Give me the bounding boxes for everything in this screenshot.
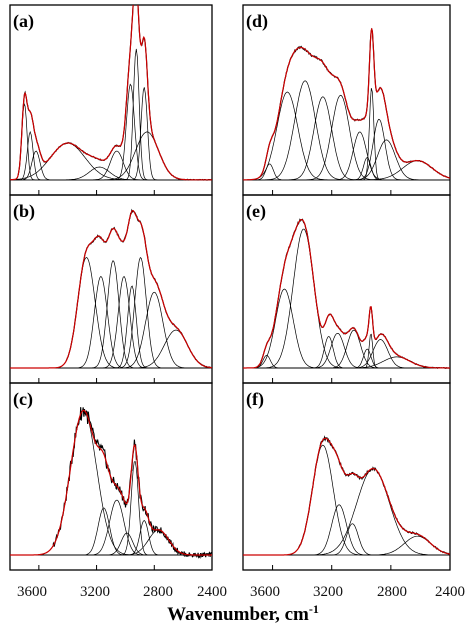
component-5 xyxy=(243,332,450,369)
panel-label: (a) xyxy=(13,11,34,32)
component-6 xyxy=(10,520,212,556)
x-axis-left: 3600 3200 2800 2400 xyxy=(17,584,227,600)
plot-area xyxy=(10,208,212,369)
component-9 xyxy=(243,118,450,181)
tick-label-right-2400: 2400 xyxy=(435,584,465,600)
x-axis-title-text: Wavenumber, cm xyxy=(167,604,309,625)
fit-envelope xyxy=(10,5,212,181)
tick-label-left-3200: 3200 xyxy=(80,584,110,600)
component-5 xyxy=(10,285,212,369)
tick-label-right-2800: 2800 xyxy=(377,584,407,600)
component-5 xyxy=(243,94,450,181)
fit-envelope xyxy=(10,409,212,556)
experimental-spectrum xyxy=(298,435,450,556)
component-4 xyxy=(243,468,450,556)
component-1 xyxy=(243,354,450,369)
component-6 xyxy=(10,150,212,181)
plot-area xyxy=(243,218,450,369)
component-6 xyxy=(243,329,450,369)
component-11 xyxy=(243,160,450,181)
component-2 xyxy=(10,275,212,369)
panel-frame xyxy=(9,382,213,571)
component-6 xyxy=(10,257,212,369)
component-3 xyxy=(10,150,212,181)
component-2 xyxy=(243,288,450,369)
panel-frame xyxy=(242,4,451,196)
panel-label: (b) xyxy=(13,201,35,222)
tick-label-left-2800: 2800 xyxy=(143,584,173,600)
panel-label: (c) xyxy=(13,389,33,410)
plot-area xyxy=(243,27,450,181)
panel-d: (d) xyxy=(242,4,451,196)
experimental-spectrum xyxy=(260,27,450,179)
component-10 xyxy=(10,131,212,181)
tick-label-right-3600: 3600 xyxy=(250,584,280,600)
component-7 xyxy=(10,83,212,181)
panel-frame xyxy=(242,382,451,571)
panels: (a) (b) (c) (d) (e) (f) xyxy=(9,4,451,571)
component-4 xyxy=(10,142,212,181)
fit-envelope xyxy=(243,219,450,369)
component-1 xyxy=(243,444,450,556)
fit-envelope xyxy=(243,28,450,181)
panel-frame xyxy=(242,194,451,384)
plot-area xyxy=(10,5,212,181)
component-1 xyxy=(10,102,212,181)
x-axis-title: Wavenumber, cm-1 xyxy=(167,602,319,625)
component-3 xyxy=(243,80,450,181)
component-3 xyxy=(10,499,212,556)
component-4 xyxy=(243,335,450,369)
component-4 xyxy=(243,96,450,181)
component-3 xyxy=(10,259,212,369)
experimental-spectrum xyxy=(17,5,212,181)
component-7 xyxy=(10,291,212,369)
component-5 xyxy=(243,535,450,556)
panel-e: (e) xyxy=(242,194,451,384)
tick-label-left-3600: 3600 xyxy=(17,584,47,600)
component-8 xyxy=(243,333,450,369)
component-2 xyxy=(10,130,212,181)
panel-label: (d) xyxy=(246,11,268,32)
component-5 xyxy=(10,460,212,556)
plot-area xyxy=(243,435,450,556)
x-axis-right: 3600 3200 2800 2400 xyxy=(250,584,465,600)
component-9 xyxy=(10,87,212,181)
component-4 xyxy=(10,275,212,369)
x-axis-title-superscript: -1 xyxy=(309,602,319,616)
plot-area xyxy=(10,407,212,559)
component-3 xyxy=(243,523,450,556)
experimental-spectrum xyxy=(257,218,450,369)
panel-b: (b) xyxy=(9,194,213,384)
panel-frame xyxy=(9,4,213,196)
panel-label: (e) xyxy=(246,201,266,222)
panel-c: (c) xyxy=(9,382,213,571)
panel-frame xyxy=(9,194,213,384)
panel-a: (a) xyxy=(9,4,213,196)
fit-envelope xyxy=(243,437,450,556)
tick-label-left-2400: 2400 xyxy=(197,584,227,600)
panel-label: (f) xyxy=(246,389,264,410)
component-8 xyxy=(10,329,212,369)
component-1 xyxy=(10,257,212,369)
fit-envelope xyxy=(10,210,212,369)
tick-label-right-3200: 3200 xyxy=(313,584,343,600)
panel-f: (f) xyxy=(242,382,451,571)
